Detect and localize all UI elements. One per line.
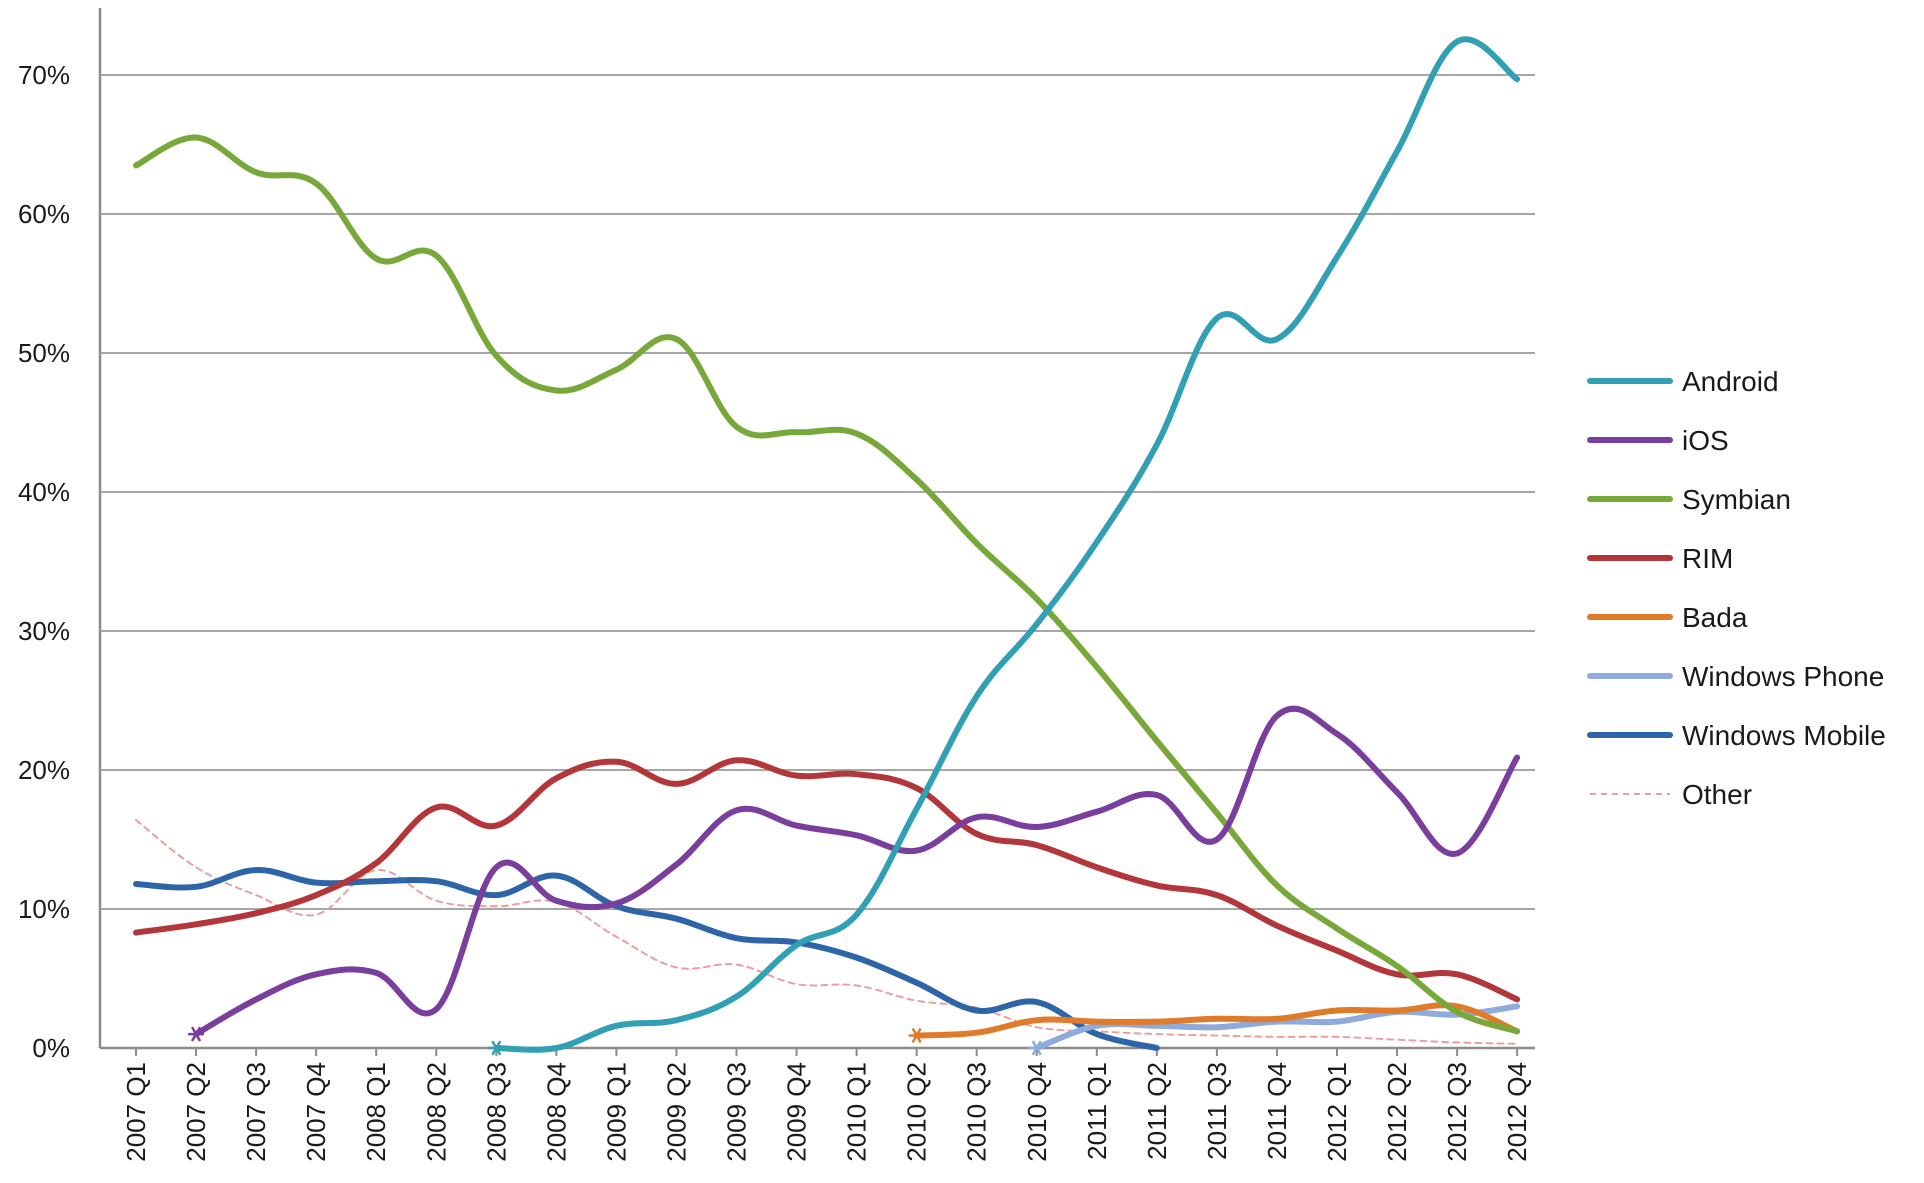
legend-label: Bada (1682, 602, 1748, 633)
start-marker-windows-phone (1028, 1040, 1045, 1056)
legend-item-windows-phone: Windows Phone (1587, 661, 1884, 692)
y-tick-label: 30% (18, 616, 70, 646)
legend-item-other: Other (1590, 779, 1752, 810)
series-line-symbian (133, 134, 1521, 1035)
x-tick-label: 2007 Q2 (181, 1062, 211, 1162)
legend-label: Other (1682, 779, 1752, 810)
legend-label: Windows Phone (1682, 661, 1884, 692)
y-axis-ticks: 0% 10% 20% 30% 40% 50% 60% 70% (18, 60, 70, 1063)
y-tick-label: 0% (32, 1033, 70, 1063)
x-tick-label: 2007 Q1 (121, 1062, 151, 1162)
series-line-android (493, 36, 1521, 1053)
axes (98, 8, 1535, 1050)
legend-item-rim: RIM (1587, 543, 1733, 574)
start-marker-stroke (911, 1027, 922, 1044)
x-tick-label: 2008 Q4 (541, 1062, 571, 1162)
x-tick-label: 2008 Q3 (481, 1062, 511, 1162)
legend-item-symbian: Symbian (1587, 484, 1791, 515)
series-line-rim (133, 757, 1521, 1003)
x-tick-label: 2009 Q2 (661, 1062, 691, 1162)
x-tick-label: 2009 Q1 (601, 1062, 631, 1162)
x-tick-label: 2007 Q3 (241, 1062, 271, 1162)
legend: Android iOS Symbian RIM Bada Windows Phone Win… (1587, 366, 1886, 810)
x-tick-label: 2008 Q2 (421, 1062, 451, 1162)
series-line-windows-mobile (133, 867, 1160, 1051)
legend-item-windows-mobile: Windows Mobile (1587, 720, 1886, 751)
legend-item-android: Android (1587, 366, 1779, 397)
x-tick-label: 2009 Q3 (722, 1062, 752, 1162)
y-tick-label: 60% (18, 199, 70, 229)
start-marker-stroke (190, 1026, 202, 1042)
x-axis-ticks: 2007 Q1 2007 Q2 2007 Q3 2007 Q4 2008 Q1 2008 … (121, 1048, 1532, 1162)
y-tick-label: 40% (18, 477, 70, 507)
y-tick-label: 20% (18, 755, 70, 785)
y-tick-label: 10% (18, 894, 70, 924)
start-marker-stroke (491, 1040, 502, 1056)
legend-label: Android (1682, 366, 1779, 397)
x-tick-label: 2012 Q2 (1382, 1062, 1412, 1162)
y-tick-label: 50% (18, 338, 70, 368)
legend-label: Windows Mobile (1682, 720, 1886, 751)
x-tick-label: 2008 Q1 (361, 1062, 391, 1162)
start-marker-stroke (1031, 1040, 1042, 1056)
series-start-markers (188, 1026, 1045, 1056)
x-tick-label: 2010 Q4 (1022, 1062, 1052, 1162)
legend-label: Symbian (1682, 484, 1791, 515)
x-tick-label: 2010 Q1 (842, 1062, 872, 1162)
legend-item-bada: Bada (1587, 602, 1748, 633)
x-tick-label: 2009 Q4 (782, 1062, 812, 1162)
legend-label: RIM (1682, 543, 1733, 574)
x-tick-label: 2011 Q3 (1202, 1062, 1232, 1160)
x-tick-label: 2012 Q1 (1322, 1062, 1352, 1162)
series-lines (133, 36, 1521, 1053)
legend-label: iOS (1682, 425, 1729, 456)
x-tick-label: 2012 Q3 (1442, 1062, 1472, 1162)
x-tick-label: 2012 Q4 (1502, 1062, 1532, 1162)
gridlines (100, 74, 1535, 910)
x-tick-label: 2007 Q4 (301, 1062, 331, 1162)
y-tick-label: 70% (18, 60, 70, 90)
series-line-bada (913, 1002, 1521, 1039)
x-tick-label: 2010 Q2 (902, 1062, 932, 1162)
start-marker-bada (908, 1027, 925, 1044)
start-marker-ios (188, 1026, 205, 1042)
x-tick-label: 2011 Q1 (1082, 1062, 1112, 1160)
x-tick-label: 2011 Q4 (1262, 1062, 1292, 1160)
legend-item-ios: iOS (1587, 425, 1729, 456)
x-tick-label: 2011 Q2 (1142, 1062, 1172, 1160)
series-line-ios (193, 705, 1521, 1038)
start-marker-android (488, 1040, 505, 1056)
x-tick-label: 2010 Q3 (962, 1062, 992, 1162)
